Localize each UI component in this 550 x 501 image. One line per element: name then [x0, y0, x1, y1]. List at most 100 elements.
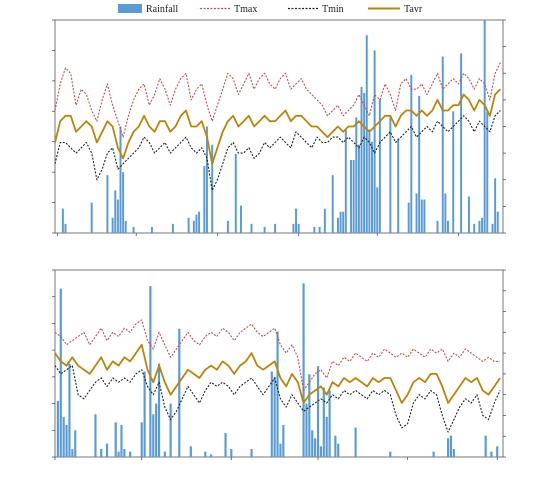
tmin-line	[54, 110, 501, 191]
rainfall-bar	[250, 448, 253, 457]
rainfall-bar	[111, 217, 114, 233]
rainfall-bar	[407, 202, 410, 233]
rainfall-bar	[114, 422, 117, 457]
rainfall-bar	[270, 371, 273, 457]
rainfall-bar	[337, 443, 340, 457]
rainfall-bar	[205, 126, 208, 233]
rainfall-bar	[444, 193, 447, 233]
rainfall-bar	[336, 217, 339, 233]
rainfall-bar	[486, 111, 489, 233]
rainfall-bar	[452, 111, 455, 233]
rainfall-bar	[418, 96, 421, 233]
rainfall-bar	[273, 376, 276, 457]
legend: Rainfall Tmax Tmin Tavr	[118, 4, 423, 15]
legend-rainfall-swatch	[118, 4, 142, 13]
legend-rainfall-label: Rainfall	[146, 4, 178, 15]
rainfall-bar	[373, 50, 376, 233]
rainfall-bar	[189, 446, 192, 457]
rainfall-bar	[122, 172, 125, 233]
rainfall-bar	[302, 283, 305, 457]
rainfall-bar	[339, 211, 342, 233]
rainfall-bar	[441, 56, 444, 234]
rainfall-bar	[203, 166, 206, 233]
rainfall-bar	[59, 288, 62, 457]
rainfall-bar	[129, 451, 132, 457]
rainfall-bar	[322, 387, 325, 457]
rainfall-bar	[363, 93, 366, 234]
rainfall-bar	[376, 187, 379, 233]
tavr-line	[54, 88, 502, 165]
rainfall-bar	[90, 202, 93, 233]
rainfall-bar	[117, 451, 120, 457]
rainfall-bar	[432, 451, 435, 457]
rainfall-bar	[105, 443, 109, 457]
plot-frame	[54, 269, 504, 458]
legend-tavr-label: Tavr	[404, 4, 423, 15]
rainfall-bar	[447, 220, 449, 233]
rainfall-bar	[360, 86, 363, 233]
rainfall-bar	[494, 178, 497, 233]
rainfall-bar	[342, 211, 345, 233]
rainfall-bar	[481, 217, 484, 233]
rainfall-bar	[282, 424, 285, 457]
rainfall-bar	[61, 208, 64, 233]
rainfall-bar	[240, 205, 242, 233]
rainfall-bar	[305, 403, 308, 457]
rainfall-bar	[114, 190, 117, 233]
rainfall-bar	[460, 53, 463, 233]
rainfall-bar	[496, 446, 499, 457]
rainfall-bar	[120, 424, 123, 457]
rainfall-bar	[250, 223, 253, 233]
rainfall-bar	[354, 427, 357, 457]
rainfall-bar	[331, 175, 334, 233]
rainfall-bar	[234, 153, 237, 233]
rainfall-bar	[224, 432, 227, 457]
rainfall-bar	[415, 193, 418, 233]
rainfall-bar	[447, 438, 450, 457]
rainfall-bar	[119, 126, 122, 233]
rainfall-bar	[187, 217, 190, 233]
rainfall-bar	[106, 175, 109, 233]
rainfall-bar	[410, 74, 413, 234]
rainfall-bar	[449, 435, 453, 457]
rainfall-bar	[311, 430, 314, 457]
rainfall-bar	[157, 363, 161, 457]
rainfall-bar	[71, 448, 74, 457]
rainfall-bar	[124, 220, 127, 233]
rainfall-bar	[64, 223, 67, 233]
rainfall-bar	[452, 448, 455, 457]
rainfall-bar	[496, 211, 499, 233]
rainfall-bar	[357, 144, 360, 233]
rainfall-bar	[420, 199, 423, 233]
rainfall-bar	[100, 448, 103, 457]
rainfall-bar	[276, 331, 279, 457]
rainfall-bar	[478, 220, 481, 233]
rainfall-bar	[163, 451, 166, 457]
rainfall-bar	[171, 223, 174, 233]
rainfall-bar	[123, 448, 126, 457]
rainfall-bar	[314, 438, 317, 457]
rainfall-bar	[292, 223, 295, 233]
rainfall-bar	[195, 214, 198, 233]
rainfall-bar	[323, 208, 326, 233]
rainfall-bar	[368, 129, 371, 233]
rainfall-bar	[295, 208, 298, 233]
panel-b	[52, 269, 506, 460]
rainfall-bar	[116, 199, 119, 233]
rainfall-bar	[150, 226, 153, 233]
rainfall-bar	[65, 424, 68, 457]
rainfall-bar	[355, 117, 358, 233]
rainfall-bar	[279, 443, 282, 457]
rainfall-bar	[62, 416, 65, 457]
rainfall-bar	[143, 371, 146, 457]
panel-a	[52, 19, 506, 236]
rainfall-bar	[308, 374, 311, 457]
rainfall-bar	[473, 223, 476, 233]
rainfall-bar	[378, 99, 381, 233]
rainfall-bar	[318, 226, 321, 233]
tmin-line	[54, 365, 501, 433]
rainfall-bar	[389, 451, 392, 457]
rainfall-bar	[169, 403, 172, 457]
rainfall-bar	[334, 435, 337, 457]
rainfall-bar	[230, 448, 233, 457]
